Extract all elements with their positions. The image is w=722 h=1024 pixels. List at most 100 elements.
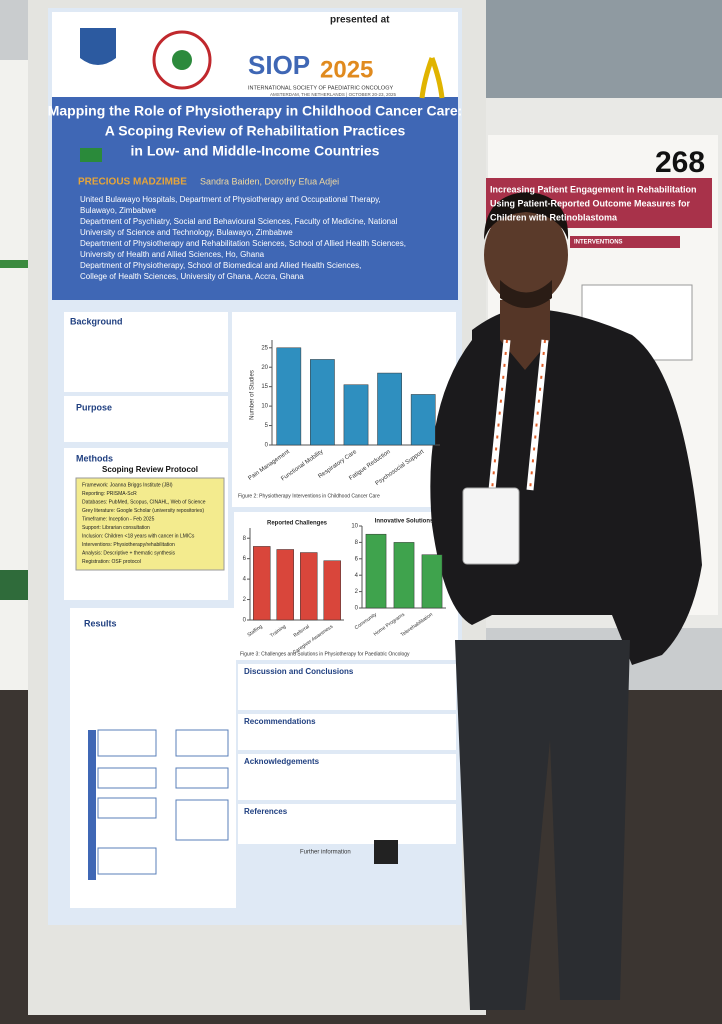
y-tick-label: 0 (265, 443, 269, 449)
neighbor-heading-band (570, 236, 680, 248)
affiliation: Department of Physiotherapy, School of B… (80, 261, 361, 270)
heading: Further information (300, 850, 351, 856)
bar (310, 359, 335, 446)
recommendations-box (238, 714, 456, 750)
heading: Purpose (76, 402, 112, 412)
y-tick-label: 0 (243, 618, 247, 624)
heading: Discussion and Conclusions (244, 667, 354, 676)
protocol-item: Databases: PubMed, Scopus, CINAHL, Web o… (82, 499, 206, 505)
purpose-box (64, 396, 228, 442)
y-tick-label: 6 (243, 556, 247, 562)
flag (80, 148, 102, 162)
neighbor-heading: INTERVENTIONS (574, 240, 623, 246)
society: INTERNATIONAL SOCIETY OF PAEDIATRIC ONCO… (248, 85, 393, 91)
bar (421, 554, 443, 609)
y-tick-label: 15 (261, 384, 268, 390)
affiliation: College of Health Sciences, University o… (80, 272, 304, 281)
panel-title: Innovative Solutions (375, 519, 434, 525)
heading: Scoping Review Protocol (102, 465, 198, 474)
poster-header (52, 97, 458, 300)
qr-code (374, 840, 398, 864)
presented-at: presented at (330, 15, 390, 26)
bar (276, 549, 294, 621)
y-tick-label: 6 (355, 556, 359, 562)
background-box (64, 312, 228, 392)
siop: SIOP (248, 50, 310, 80)
logo-crest (80, 28, 116, 65)
affiliation: Department of Physiotherapy and Rehabili… (80, 239, 406, 248)
person (430, 192, 702, 1010)
poster-title: Mapping the Role of Physiotherapy in Chi… (48, 103, 463, 119)
poster-title: A Scoping Review of Rehabilitation Pract… (105, 123, 406, 139)
poster-title: in Low- and Middle-Income Countries (131, 143, 380, 159)
siop-year: 2025 (320, 56, 373, 83)
bar (410, 394, 436, 446)
protocol-item: Support: Librarian consultation (82, 525, 150, 531)
neighbor-title: Increasing Patient Engagement in Rehabil… (490, 184, 697, 194)
poster-number: 268 (655, 146, 705, 179)
left-poster-band (0, 260, 40, 268)
logo-hospital-center (172, 50, 192, 70)
protocol-item: Registration: OSF protocol (82, 559, 141, 565)
y-tick-label: 2 (243, 597, 247, 603)
bar (393, 542, 415, 609)
co-authors: Sandra Baiden, Dorothy Efua Adjei (200, 176, 339, 186)
affiliation: United Bulawayo Hospitals, Department of… (80, 195, 381, 204)
protocol-item: Inclusion: Children <18 years with cance… (82, 533, 195, 539)
heading: Results (84, 618, 117, 628)
bar (377, 372, 402, 446)
heading: Recommendations (244, 717, 316, 726)
bar (323, 560, 341, 621)
ribbon (419, 57, 445, 99)
references-box (238, 804, 456, 844)
chart-caption: Figure 2: Physiotherapy Interventions in… (238, 493, 380, 499)
y-tick-label: 10 (351, 524, 358, 530)
affiliation: University of Health and Allied Sciences… (80, 250, 265, 259)
discussion-box (238, 664, 456, 710)
venue: AMSTERDAM, THE NETHERLANDS | OCTOBER 20-… (270, 92, 397, 97)
poster-logo-strip (52, 12, 458, 97)
chart2-box (234, 512, 458, 660)
bar (343, 384, 369, 446)
y-tick-label: 20 (261, 365, 268, 371)
heading: References (244, 807, 288, 816)
y-tick-label: 0 (355, 606, 359, 612)
heading: Methods (76, 453, 113, 463)
bar (365, 533, 387, 609)
y-tick-label: 5 (265, 423, 269, 429)
bar (300, 552, 318, 621)
protocol-item: Interventions: Physiotherapy/rehabilitat… (82, 542, 175, 548)
affiliation: University of Science and Technology, Bu… (80, 228, 293, 237)
heading: Acknowledgements (244, 757, 320, 766)
panel-title: Reported Challenges (267, 521, 328, 527)
y-axis-label: Number of Studies (250, 370, 256, 420)
y-tick-label: 25 (261, 345, 268, 351)
protocol-item: Timeframe: Inception - Feb 2025 (82, 516, 155, 522)
lead-author: PRECIOUS MADZIMBE (78, 177, 187, 188)
y-tick-label: 10 (261, 404, 268, 410)
protocol-item: Reporting: PRISMA-ScR (82, 491, 137, 497)
prisma-diagram (97, 729, 229, 875)
prisma-side-bar (88, 730, 96, 880)
y-tick-label: 2 (355, 589, 359, 595)
chart-caption: Figure 3: Challenges and Solutions in Ph… (240, 651, 410, 657)
protocol-item: Grey literature: Google Scholar (univers… (82, 508, 204, 514)
y-tick-label: 8 (243, 536, 247, 542)
neighbor-title: Children with Retinoblastoma (490, 212, 618, 222)
protocol-box (75, 477, 225, 571)
affiliation: Bulawayo, Zimbabwe (80, 206, 157, 215)
y-tick-label: 8 (355, 540, 359, 546)
protocol-item: Analysis: Descriptive + thematic synthes… (82, 550, 175, 556)
affiliation: Department of Psychiatry, Social and Beh… (80, 217, 398, 226)
y-tick-label: 4 (355, 573, 359, 579)
bar (276, 347, 302, 446)
acknowledgements-box (238, 754, 456, 800)
bar (253, 546, 271, 621)
left-poster-logo (0, 570, 32, 600)
protocol-item: Framework: Joanna Briggs Institute (JBI) (82, 482, 173, 488)
heading: Background (70, 316, 123, 326)
y-tick-label: 4 (243, 577, 247, 583)
